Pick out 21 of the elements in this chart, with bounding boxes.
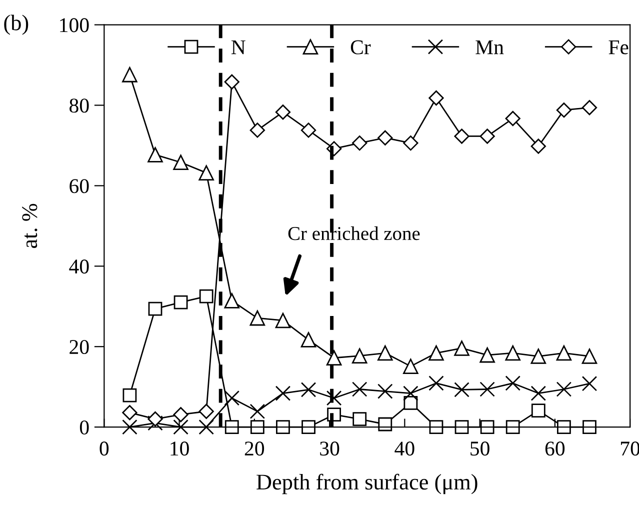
x-tick-label: 30: [320, 442, 340, 456]
x-tick-label: 50: [470, 442, 490, 456]
x-tick-label: 10: [170, 442, 189, 456]
y-tick-label: 20: [70, 340, 89, 354]
x-tick-label: 40: [394, 442, 414, 456]
y-tick-label: 60: [70, 179, 89, 194]
legend-label: N: [231, 40, 246, 54]
y-tick-label: 40: [69, 260, 89, 274]
x-tick-label: 0: [100, 442, 109, 456]
annotation: Cr enriched zone: [288, 226, 420, 240]
chart-title: (b): [4, 14, 28, 35]
x-axis-title: Depth from surface (μm): [256, 474, 478, 494]
x-tick-label: 60: [545, 442, 565, 456]
legend-label: Cr: [350, 40, 371, 54]
y-tick-label: 100: [60, 18, 89, 32]
legend-label: Fe: [608, 40, 628, 54]
x-tick-label: 20: [244, 442, 264, 456]
y-axis-title: at. %: [22, 204, 38, 248]
y-tick-label: 80: [70, 98, 89, 113]
legend-label: Mn: [476, 40, 504, 54]
y-tick-label: 0: [80, 420, 89, 434]
